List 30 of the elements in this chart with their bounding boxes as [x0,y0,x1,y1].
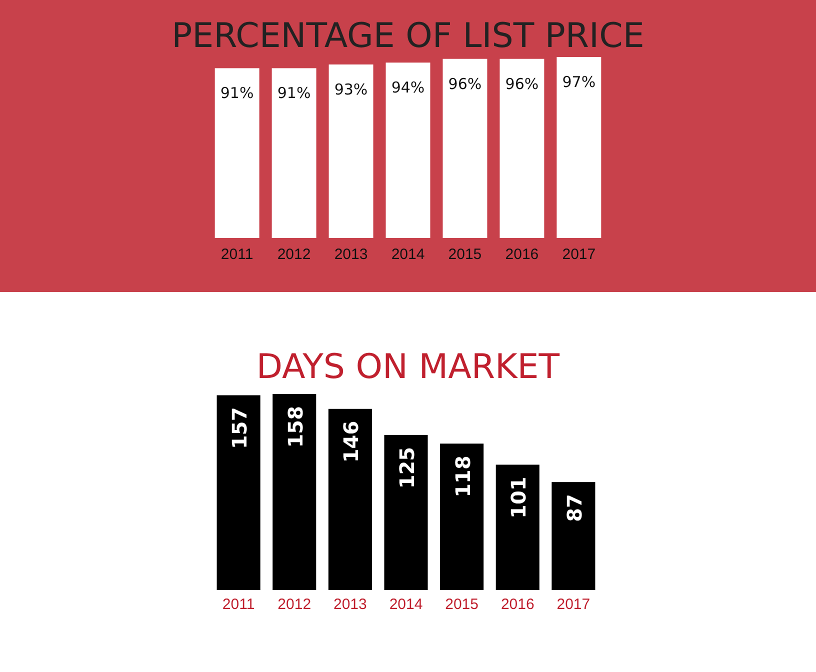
data-label: 93% [334,80,368,98]
data-label: 146 [339,420,364,463]
x-tick-label: 2013 [334,246,368,263]
data-label: 158 [283,406,308,448]
x-tick-label: 2017 [556,596,590,613]
x-tick-label: 2017 [562,246,596,263]
x-tick-label: 2015 [445,596,478,613]
data-label: 96% [505,74,539,93]
data-label: 94% [391,78,425,97]
x-tick-label: 2011 [220,246,254,263]
x-tick-label: 2016 [505,246,539,263]
x-tick-label: 2011 [222,596,255,613]
data-label: 101 [506,476,531,518]
data-label: 118 [450,456,475,498]
data-label: 87 [562,494,586,522]
x-tick-label: 2012 [277,246,311,263]
x-tick-label: 2013 [334,596,367,613]
data-label: 125 [395,446,419,489]
data-label: 96% [448,74,482,93]
data-label: 157 [228,407,252,449]
data-label: 97% [562,73,596,91]
x-tick-label: 2014 [389,596,423,613]
chart-title: PERCENTAGE OF LIST PRICE [172,16,644,56]
chart-title: DAYS ON MARKET [256,347,560,387]
x-tick-label: 2014 [391,246,425,263]
data-label: 91% [220,84,254,102]
x-tick-label: 2016 [500,596,534,613]
x-tick-label: 2015 [448,246,482,263]
data-label: 91% [277,84,311,102]
x-tick-label: 2012 [278,596,312,613]
